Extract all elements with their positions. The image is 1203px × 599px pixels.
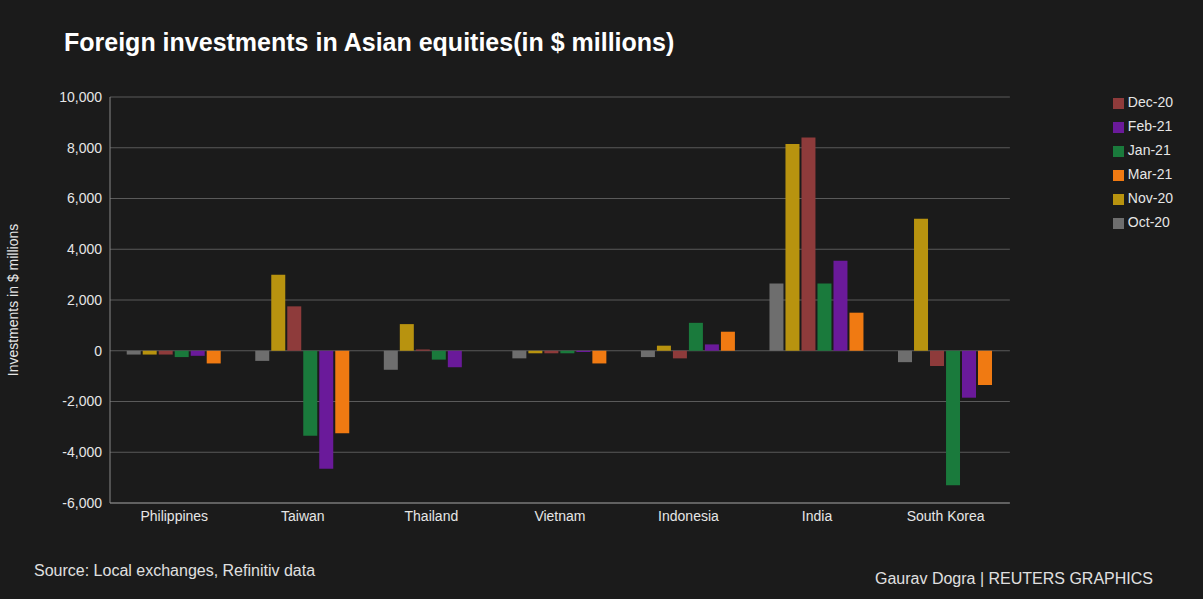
html-text:Feb-21: Feb-21 (1127, 118, 1173, 134)
svg-text:South Korea: South Korea (907, 508, 985, 524)
svg-text:Philippines: Philippines (140, 508, 208, 524)
html-text:Foreign investments in Asian e: Foreign investments in Asian equities(in… (64, 28, 675, 56)
svg-text:0: 0 (94, 343, 102, 359)
html-text:Oct-20: Oct-20 (1127, 214, 1170, 230)
svg-text:4,000: 4,000 (67, 241, 102, 257)
svg-text:Thailand: Thailand (405, 508, 459, 524)
svg-text:2,000: 2,000 (67, 292, 102, 308)
svg-text:Taiwan: Taiwan (281, 508, 325, 524)
svg-text:India: India (802, 508, 833, 524)
svg-text:6,000: 6,000 (67, 190, 102, 206)
svg-text:-4,000: -4,000 (62, 444, 102, 460)
html-text:Nov-20: Nov-20 (1127, 190, 1173, 206)
html-text:Mar-21: Mar-21 (1127, 166, 1173, 182)
svg-text:-6,000: -6,000 (62, 495, 102, 511)
svg-text:10,000: 10,000 (59, 89, 102, 105)
html-text:Jan-21: Jan-21 (1127, 142, 1171, 158)
html-text:Dec-20: Dec-20 (1127, 94, 1173, 110)
svg-text:Investments in $ millions: Investments in $ millions (8, 224, 21, 377)
svg-text:-2,000: -2,000 (62, 393, 102, 409)
svg-text:Vietnam: Vietnam (534, 508, 585, 524)
html-text:Gaurav Dogra | REUTERS GRAPHIC: Gaurav Dogra | REUTERS GRAPHICS (875, 570, 1153, 587)
html-text:Source: Local exchanges, Refin: Source: Local exchanges, Refinitiv data (34, 562, 316, 579)
svg-text:Indonesia: Indonesia (658, 508, 719, 524)
svg-text:8,000: 8,000 (67, 140, 102, 156)
